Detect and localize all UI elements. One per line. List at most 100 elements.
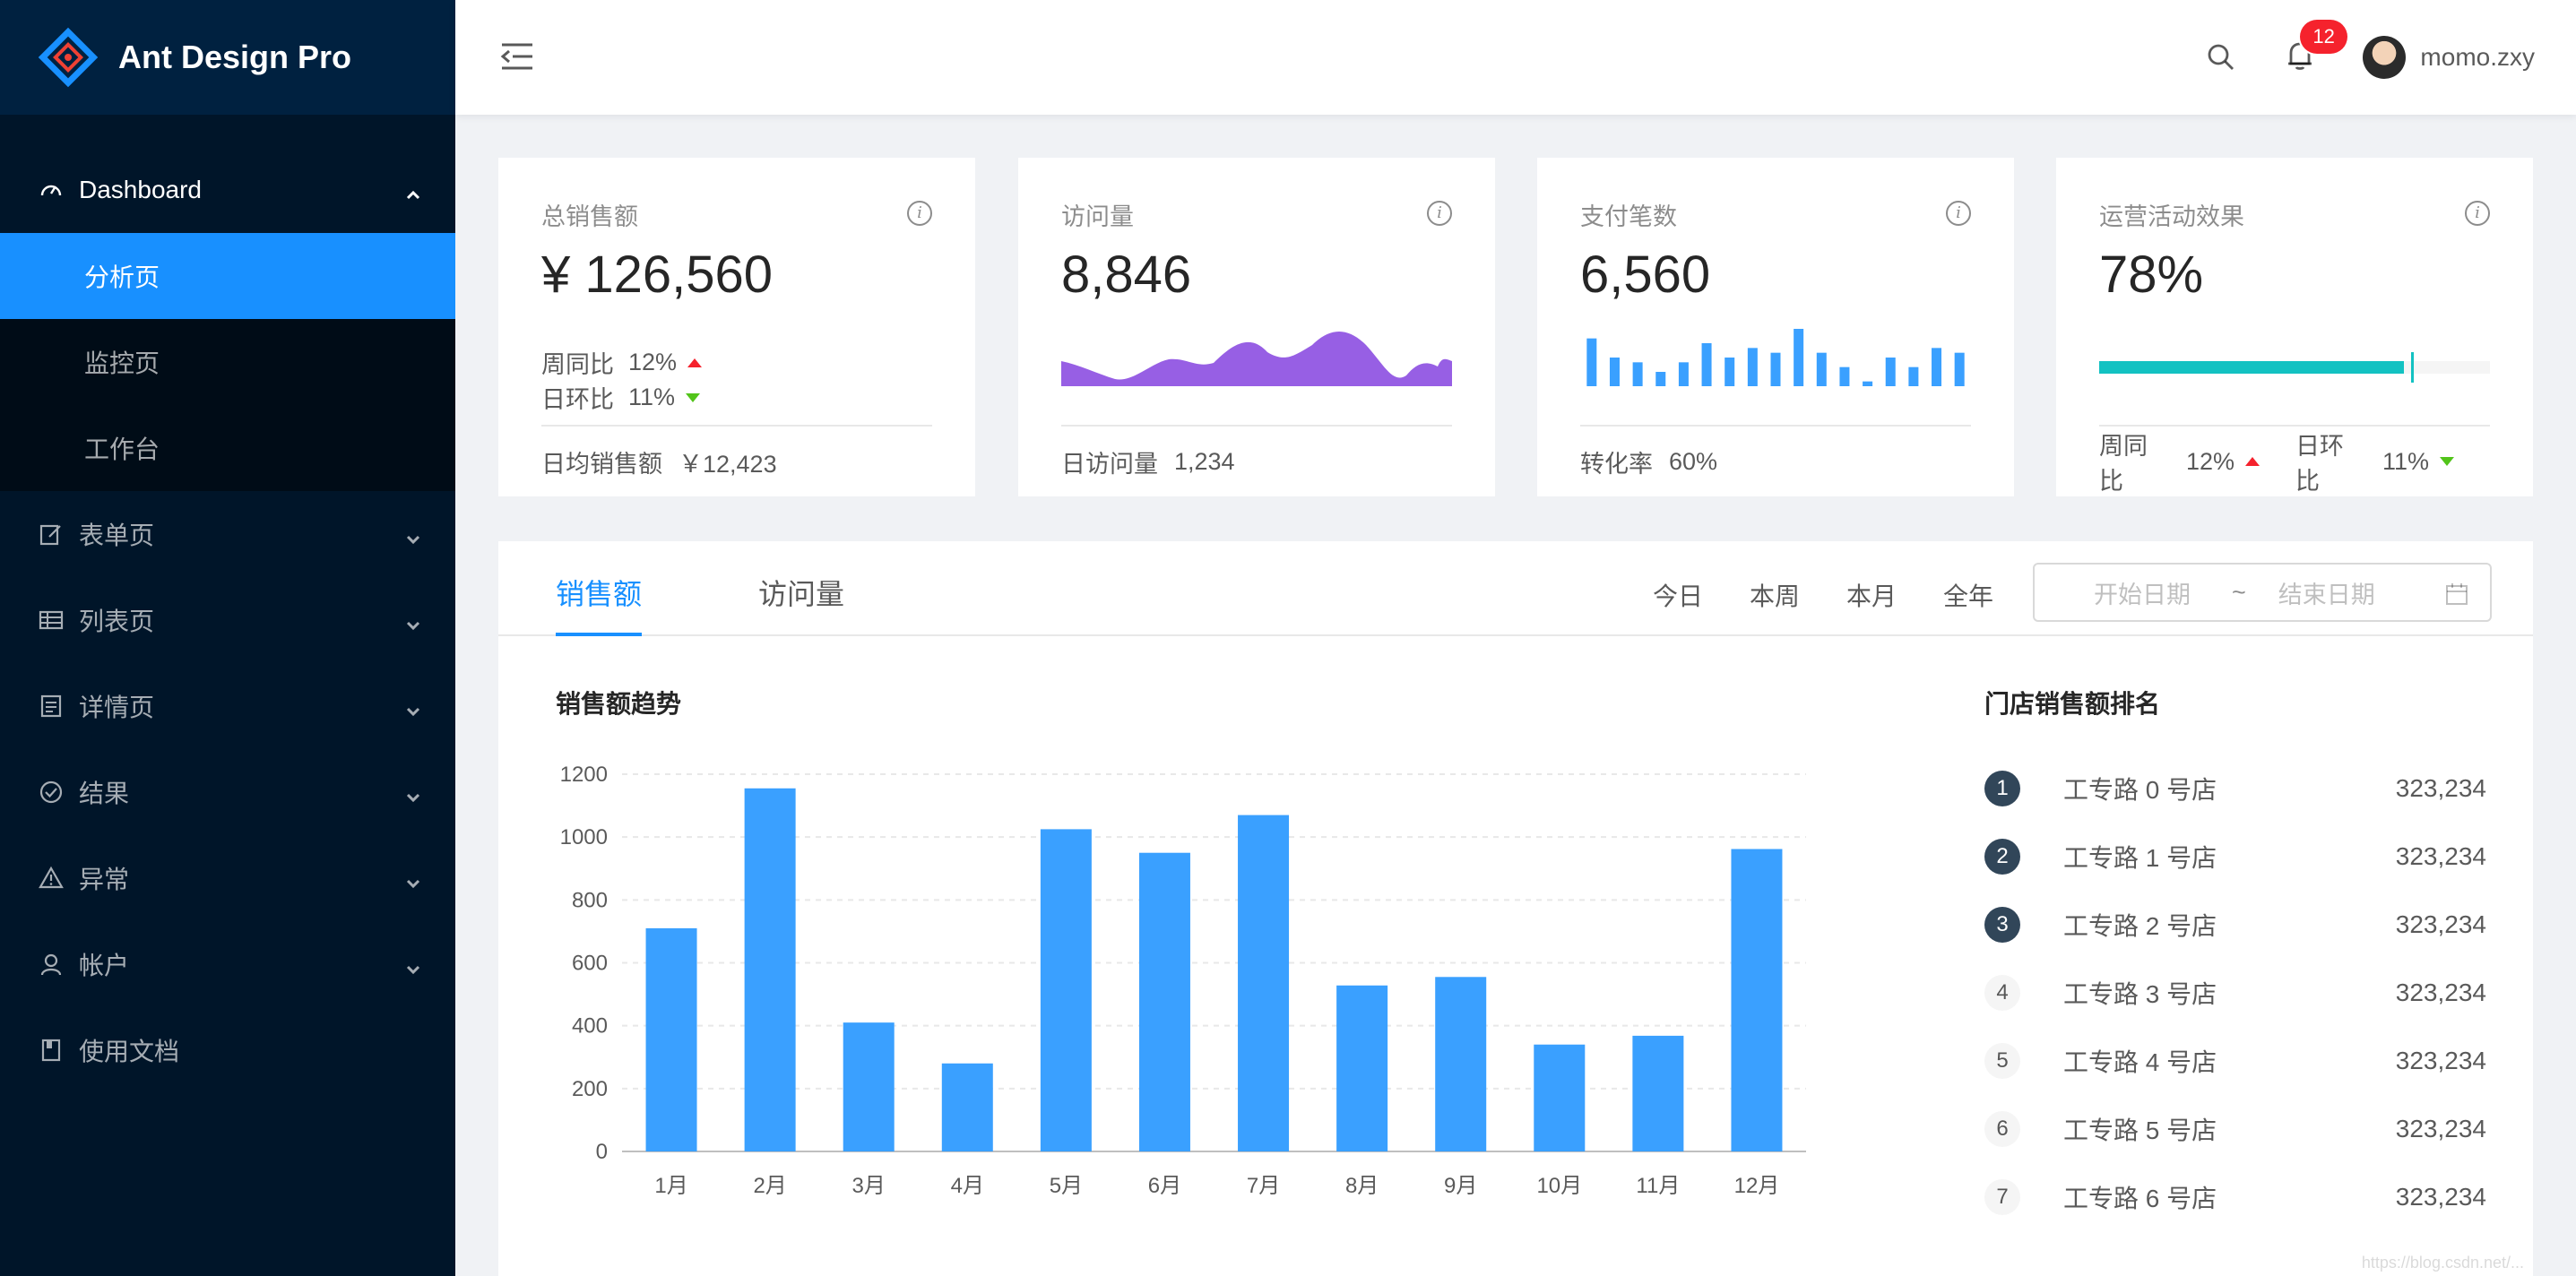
profile-icon [38, 693, 65, 720]
mini-bar [1678, 362, 1689, 386]
mini-bar [1839, 366, 1850, 386]
footer-label: 转化率 [1580, 450, 1653, 478]
card-title: 支付笔数 [1580, 203, 1677, 230]
card-footer: 日访问量 1,234 [1061, 425, 1452, 496]
sidebar-item-profile[interactable]: 详情页 [0, 663, 455, 749]
chart-bar [744, 788, 796, 1151]
mini-bar [1863, 381, 1873, 386]
card-value: 78% [2099, 246, 2204, 304]
trend-label: 日环比 [541, 386, 614, 413]
mini-bar [1632, 362, 1643, 386]
mini-bar [1908, 366, 1919, 386]
card-value: ¥ 126,560 [541, 246, 774, 304]
sidebar-item-label: 结果 [79, 780, 130, 807]
range-week[interactable]: 本周 [1749, 582, 1800, 610]
username[interactable]: momo.zxy [2420, 43, 2535, 71]
menu-fold-icon[interactable] [500, 39, 534, 78]
info-circle-icon[interactable]: i [2465, 201, 2490, 226]
store-sales: 323,234 [2395, 1115, 2486, 1142]
card-title: 运营活动效果 [2099, 203, 2244, 230]
sidebar-menu: Dashboard 分析页 监控页 工作台 表单页 [0, 115, 455, 1093]
date-range-picker[interactable]: 开始日期 ~ 结束日期 [2033, 563, 2492, 622]
range-year[interactable]: 全年 [1942, 582, 1993, 610]
sidebar-item-exception[interactable]: 异常 [0, 835, 455, 921]
x-tick-label: 2月 [753, 1174, 786, 1198]
tab-visits[interactable]: 访问量 [758, 578, 845, 610]
mini-bar [1954, 352, 1965, 386]
footer-label: 日均销售额 [541, 450, 662, 478]
visits-card: 访问量 i 8,846 日访问量 1,234 [1018, 158, 1495, 496]
info-circle-icon[interactable]: i [907, 201, 932, 226]
check-circle-icon [38, 779, 65, 806]
watermark: https://blog.csdn.net/... [2361, 1254, 2524, 1272]
sidebar-item-result[interactable]: 结果 [0, 749, 455, 835]
mini-bar [1655, 372, 1666, 386]
card-content [1580, 309, 1971, 417]
trend-label: 日环比 [2295, 433, 2344, 495]
info-circle-icon[interactable]: i [1946, 201, 1971, 226]
sidebar-item-docs[interactable]: 使用文档 [0, 1007, 455, 1093]
calendar-icon[interactable] [2445, 582, 2468, 612]
trend-label: 周同比 [2099, 433, 2148, 495]
store-sales: 323,234 [2395, 1183, 2486, 1211]
sidebar-item-form[interactable]: 表单页 [0, 491, 455, 577]
chart-bar [645, 927, 697, 1151]
top-header: 12 momo.zxy [455, 0, 2576, 115]
y-tick-label: 1200 [560, 763, 608, 787]
card-content: 周同比 12% 日环比 11% [541, 309, 932, 417]
sidebar-item-account[interactable]: 帐户 [0, 921, 455, 1007]
sidebar-item-dashboard[interactable]: Dashboard [0, 147, 455, 233]
y-tick-label: 1000 [560, 825, 608, 849]
sidebar-item-label: 使用文档 [79, 1038, 180, 1065]
sidebar: Ant Design Pro Dashboard 分析页 监控页 工作台 [0, 0, 455, 1276]
caret-up-icon [2245, 457, 2260, 466]
mini-bar [1794, 329, 1804, 386]
trend-wow: 周同比 12% [2099, 427, 2260, 496]
card-title: 总销售额 [541, 203, 638, 230]
tab-ink-bar [556, 633, 642, 636]
list-item: 2 工专路 1 号店 323,234 [1984, 823, 2486, 891]
mini-bar [1747, 348, 1758, 386]
x-tick-label: 12月 [1734, 1174, 1780, 1198]
sales-tabs: 销售额 访问量 今日 本周 本月 全年 开始日期 ~ 结束日期 [498, 541, 2533, 636]
start-date-input[interactable]: 开始日期 [2094, 581, 2191, 608]
sidebar-item-analysis[interactable]: 分析页 [0, 233, 455, 319]
card-value: 6,560 [1580, 246, 1711, 304]
info-circle-icon[interactable]: i [1427, 201, 1452, 226]
x-tick-label: 8月 [1345, 1174, 1379, 1198]
trend-value: 11% [628, 384, 676, 410]
notification-bell[interactable]: 12 [2280, 20, 2347, 77]
range-today[interactable]: 今日 [1652, 582, 1703, 610]
chart-title: 销售额趋势 [556, 690, 682, 718]
store-name: 工专路 6 号店 [2063, 1185, 2217, 1212]
x-tick-label: 1月 [654, 1174, 687, 1198]
search-icon[interactable] [2201, 38, 2241, 77]
store-ranking-list: 1 工专路 0 号店 323,234 2 工专路 1 号店 323,234 3 … [1984, 754, 2486, 1231]
sidebar-item-list[interactable]: 列表页 [0, 577, 455, 663]
x-tick-label: 7月 [1247, 1174, 1280, 1198]
payments-mini-bar-chart [1586, 329, 1965, 386]
chart-bar [1138, 852, 1190, 1151]
logo[interactable]: Ant Design Pro [0, 0, 455, 115]
card-footer: 转化率 60% [1580, 425, 1971, 496]
tab-sales[interactable]: 销售额 [556, 578, 643, 610]
store-sales: 323,234 [2395, 979, 2486, 1006]
sidebar-item-monitor[interactable]: 监控页 [0, 319, 455, 405]
avatar[interactable] [2363, 36, 2407, 79]
list-item: 7 工专路 6 号店 323,234 [1984, 1163, 2486, 1231]
end-date-input[interactable]: 结束日期 [2278, 581, 2375, 608]
table-icon [38, 607, 65, 634]
chevron-up-icon [405, 181, 421, 210]
range-month[interactable]: 本月 [1846, 582, 1897, 610]
book-icon [38, 1037, 65, 1064]
trend-label: 周同比 [541, 351, 614, 378]
x-tick-label: 10月 [1536, 1174, 1582, 1198]
date-separator: ~ [2232, 578, 2246, 606]
store-sales: 323,234 [2395, 774, 2486, 802]
sidebar-item-workplace[interactable]: 工作台 [0, 405, 455, 491]
footer-value: ￥12,423 [679, 450, 777, 478]
sidebar-item-label: 列表页 [79, 608, 155, 635]
chevron-down-icon [405, 611, 421, 640]
sales-card: 销售额 访问量 今日 本周 本月 全年 开始日期 ~ 结束日期 销售额趋势 0 2… [498, 541, 2533, 1276]
rank-badge: 3 [1984, 907, 2020, 943]
